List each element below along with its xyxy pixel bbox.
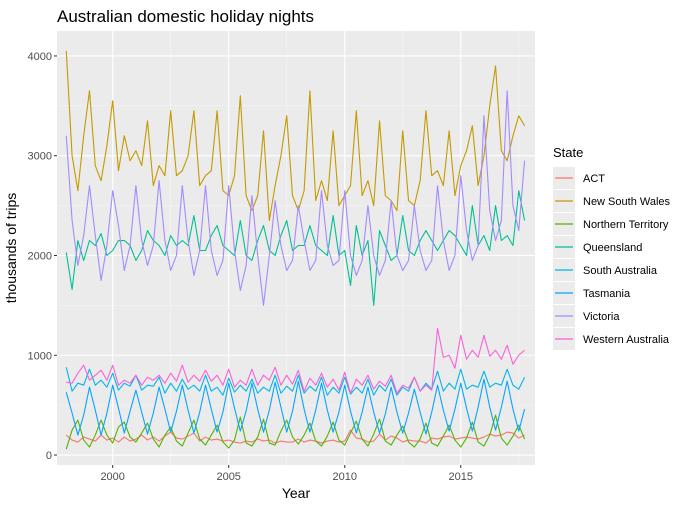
minor-gridlines bbox=[57, 31, 535, 465]
legend-label-act: ACT bbox=[583, 173, 605, 185]
legend-label-victoria: Victoria bbox=[583, 311, 620, 323]
y-tick-label: 2000 bbox=[28, 250, 52, 262]
x-tick-label: 2005 bbox=[216, 471, 240, 483]
series-line-queensland bbox=[65, 190, 526, 306]
x-axis-title: Year bbox=[282, 485, 311, 501]
y-tick-label: 0 bbox=[46, 450, 52, 462]
y-axis-title: thousands of trips bbox=[3, 193, 19, 304]
x-tick-label: 2015 bbox=[449, 471, 473, 483]
legend-title: State bbox=[553, 145, 583, 160]
series-line-victoria bbox=[65, 90, 526, 306]
series-line-tasmania bbox=[65, 378, 526, 436]
legend-label-tasmania: Tasmania bbox=[583, 288, 631, 300]
legend-label-western-australia: Western Australia bbox=[583, 334, 670, 346]
series-line-new-south-wales bbox=[65, 50, 526, 222]
x-tick-label: 2000 bbox=[100, 471, 124, 483]
series-line-western-australia bbox=[66, 327, 525, 394]
legend-label-northern-territory: Northern Territory bbox=[583, 219, 669, 231]
y-tick-label: 1000 bbox=[28, 350, 52, 362]
x-axis: 2000 2005 2010 2015 bbox=[100, 465, 473, 483]
y-axis: 0 1000 2000 3000 4000 bbox=[28, 51, 57, 462]
x-tick-label: 2010 bbox=[332, 471, 356, 483]
chart-title: Australian domestic holiday nights bbox=[57, 7, 314, 26]
y-tick-label: 4000 bbox=[28, 51, 52, 63]
series-line-south-australia bbox=[65, 367, 526, 396]
legend: State ACT New South Wales Northern Territo… bbox=[553, 145, 671, 350]
legend-label-new-south-wales: New South Wales bbox=[583, 196, 671, 208]
y-tick-label: 3000 bbox=[28, 151, 52, 163]
legend-label-south-australia: South Australia bbox=[583, 265, 658, 277]
legend-label-queensland: Queensland bbox=[583, 242, 642, 254]
series-lines bbox=[65, 50, 526, 450]
